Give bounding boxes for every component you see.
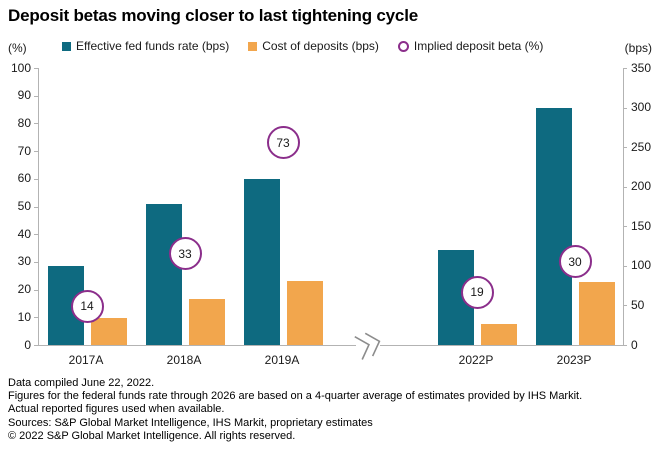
footnote-line: © 2022 S&P Global Market Intelligence. A… — [8, 429, 296, 442]
left-axis-tick-mark — [34, 95, 38, 97]
legend-item: Cost of deposits (bps) — [248, 39, 379, 53]
implied-deposit-beta-marker: 19 — [460, 275, 494, 309]
right-axis-tick-label: 350 — [631, 60, 652, 75]
plot-area: 14 33 73 19 30 — [38, 68, 624, 346]
legend-item-label: Effective fed funds rate (bps) — [76, 39, 230, 53]
right-axis-tick-label: 200 — [631, 179, 652, 194]
axis-break-icon — [354, 332, 381, 360]
bar-cost-of-deposits — [286, 280, 323, 345]
bar-cost-of-deposits — [90, 318, 127, 345]
implied-deposit-beta-marker: 14 — [70, 289, 104, 323]
left-axis-tick-mark — [34, 345, 38, 346]
left-axis-tick-mark — [34, 151, 38, 153]
right-axis-tick-label: 50 — [631, 297, 645, 312]
right-axis-tick-mark — [623, 186, 627, 188]
legend-square-marker-icon — [62, 41, 71, 51]
right-axis-tick-mark — [623, 147, 627, 149]
x-axis-category-label: 2023P — [556, 353, 592, 367]
implied-deposit-beta-value: 19 — [470, 285, 484, 300]
legend-square-marker-icon — [248, 41, 258, 51]
legend-item-label: Cost of deposits (bps) — [262, 39, 379, 53]
left-axis-tick-label: 80 — [17, 115, 31, 130]
implied-deposit-beta-marker: 30 — [558, 245, 592, 279]
x-axis-category-label: 2022P — [458, 353, 494, 367]
left-axis-tick-mark — [34, 123, 38, 125]
left-axis-tick-mark — [34, 206, 38, 208]
left-axis-tick-label: 90 — [17, 88, 31, 103]
right-axis-tick-mark — [623, 226, 627, 228]
left-axis-tick-mark — [34, 289, 38, 291]
right-axis-tick-label: 100 — [631, 258, 652, 273]
right-axis-tick-mark — [623, 345, 627, 346]
right-axis-tick-label: 150 — [631, 218, 652, 233]
legend-item-label: Implied deposit beta (%) — [413, 39, 544, 53]
legend: Effective fed funds rate (bps) Cost of de… — [62, 39, 543, 53]
right-axis-tick-mark — [623, 265, 627, 267]
footnote-line: Sources: S&P Global Market Intelligence,… — [8, 416, 373, 429]
left-axis-tick-label: 60 — [17, 171, 31, 186]
implied-deposit-beta-value: 73 — [276, 135, 290, 150]
legend-item: Effective fed funds rate (bps) — [62, 39, 229, 53]
left-axis-tick-label: 50 — [17, 199, 31, 213]
legend-circle-marker-icon — [397, 40, 409, 52]
implied-deposit-beta-value: 33 — [178, 246, 192, 261]
bar-cost-of-deposits — [578, 281, 615, 345]
left-axis-tick-label: 40 — [17, 226, 31, 241]
left-axis-tick-label: 30 — [17, 254, 31, 269]
implied-deposit-beta-marker: 33 — [168, 237, 202, 271]
left-axis-tick-label: 20 — [17, 282, 31, 297]
footnote-line: Data compiled June 22, 2022. — [8, 377, 155, 389]
implied-deposit-beta-value: 30 — [568, 254, 582, 269]
chart-title: Deposit betas moving closer to last tigh… — [8, 6, 418, 25]
left-axis-tick-mark — [34, 234, 38, 236]
right-axis-tick-mark — [623, 305, 627, 307]
right-axis-tick-label: 300 — [631, 100, 652, 115]
x-axis-category-label: 2017A — [68, 353, 104, 367]
right-axis-tick-label: 250 — [631, 139, 652, 154]
left-axis-tick-label: 100 — [10, 60, 31, 75]
right-axis-tick-label: 0 — [631, 337, 638, 352]
left-axis-tick-mark — [34, 68, 38, 69]
right-axis-tick-mark — [623, 107, 627, 109]
right-axis-unit-label: (bps) — [624, 41, 652, 55]
x-axis-category-label: 2018A — [166, 353, 202, 367]
left-axis-tick-mark — [34, 178, 38, 180]
legend-item: Implied deposit beta (%) — [397, 39, 544, 53]
left-axis-tick-label: 0 — [24, 337, 31, 352]
bar-cost-of-deposits — [188, 299, 225, 345]
footnote-line: Figures for the federal funds rate throu… — [8, 390, 583, 403]
implied-deposit-beta-marker: 73 — [266, 126, 300, 160]
right-axis-tick-mark — [623, 68, 627, 69]
left-axis-tick-label: 70 — [17, 143, 31, 158]
left-axis-unit-label: (%) — [8, 41, 27, 55]
footnote-line: Actual reported figures used when availa… — [8, 403, 225, 416]
footnotes: Data compiled June 22, 2022. Figures for… — [8, 377, 582, 443]
bar-cost-of-deposits — [480, 323, 517, 345]
implied-deposit-beta-value: 14 — [80, 299, 94, 314]
left-axis-tick-label: 10 — [17, 309, 31, 324]
bar-effective-fed-funds-rate — [535, 107, 572, 345]
x-axis-category-label: 2019A — [264, 353, 300, 367]
bar-effective-fed-funds-rate — [243, 178, 280, 345]
left-axis-tick-mark — [34, 261, 38, 263]
bar-effective-fed-funds-rate — [145, 204, 182, 345]
left-axis-tick-mark — [34, 317, 38, 319]
